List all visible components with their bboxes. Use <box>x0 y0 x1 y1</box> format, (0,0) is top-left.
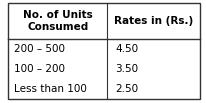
Text: 200 – 500: 200 – 500 <box>14 44 66 54</box>
Text: 2.50: 2.50 <box>115 84 138 94</box>
Text: 4.50: 4.50 <box>115 44 138 54</box>
Text: 100 – 200: 100 – 200 <box>14 64 66 74</box>
Text: Rates in (Rs.): Rates in (Rs.) <box>114 16 193 26</box>
Text: 3.50: 3.50 <box>115 64 138 74</box>
Text: No. of Units
Consumed: No. of Units Consumed <box>23 10 92 32</box>
Text: Less than 100: Less than 100 <box>14 84 87 94</box>
